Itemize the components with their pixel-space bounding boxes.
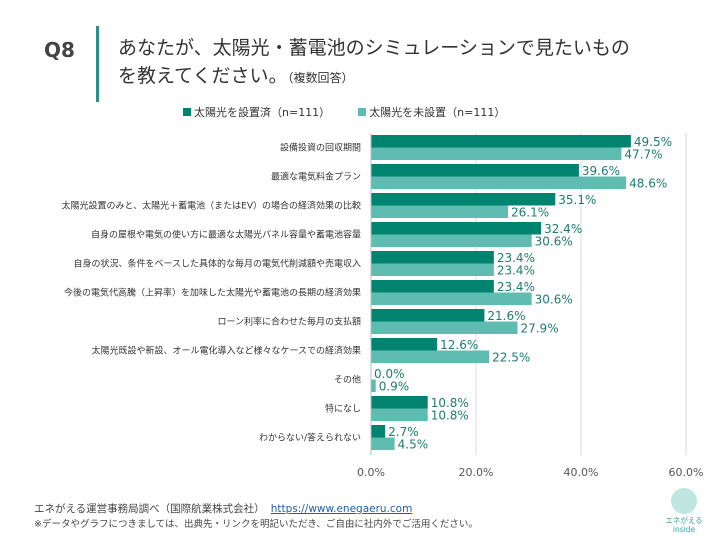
x-tick-label: 40.0% [564,466,599,479]
title-divider [96,26,99,102]
bar-installed [371,222,542,235]
data-label: 21.6% [487,309,525,323]
legend-item-not-installed: 太陽光を未設置（n=111） [358,104,505,120]
question-number: Q8 [44,38,75,62]
source-link[interactable]: https://www.enegaeru.com [270,503,413,515]
x-tick-label: 60.0% [669,466,704,479]
bar-installed [371,135,631,148]
data-label: 23.4% [497,264,535,278]
bar-installed [371,164,579,177]
bar-not-installed [371,379,376,392]
category-label: 特になし [325,403,361,415]
data-label: 48.6% [629,177,667,191]
x-tick-label: 0.0% [357,466,385,479]
bar-not-installed [371,350,490,363]
bar-installed [371,309,485,322]
bar-not-installed [371,292,532,305]
x-tick-label: 20.0% [459,466,494,479]
bar-not-installed [371,234,532,247]
data-label: 49.5% [634,135,672,149]
data-label: 23.4% [497,251,535,265]
data-label: 0.9% [379,380,410,394]
data-label: 47.7% [624,148,662,162]
category-label: 太陽光設置のみと、太陽光＋蓄電池（またはEV）の場合の経済効果の比較 [62,200,362,212]
legend-swatch-installed [183,108,191,116]
category-label: 自身の屋根や電気の使い方に最適な太陽光パネル容量や蓄電池容量 [91,229,361,241]
enegaeru-logo: エネがえる inside [664,488,704,534]
category-label: 設備投資の回収期間 [280,142,361,154]
title-line2: を教えてください。 [118,65,288,87]
legend-item-installed: 太陽光を設置済（n=111） [183,104,330,120]
category-label: 自身の状況、条件をベースした具体的な毎月の電気代削減額や売電収入 [73,258,361,270]
source-text: エネがえる運営事務局調べ（国際航業株式会社） [34,503,265,515]
page-title: あなたが、太陽光・蓄電池のシミュレーションで見たいもの を教えてください。（複数… [118,34,698,92]
category-label: ローン利率に合わせた毎月の支払額 [217,316,361,328]
data-label: 30.6% [535,235,573,249]
bar-not-installed [371,408,428,421]
title-note: （複数回答） [287,71,354,85]
data-label: 27.9% [520,322,558,336]
bar-not-installed [371,263,494,276]
data-label: 22.5% [492,351,530,365]
bar-installed [371,425,386,438]
data-label: 0.0% [374,367,405,381]
data-label: 2.7% [388,425,419,439]
bar-not-installed [371,147,622,160]
legend-swatch-not-installed [358,108,367,116]
logo-mascot-icon [671,488,697,514]
bar-installed [371,396,428,409]
category-label: わからない/答えられない [259,432,361,444]
data-label: 26.1% [511,206,549,220]
data-label: 10.8% [431,396,469,410]
footer: エネがえる運営事務局調べ（国際航業株式会社） https://www.enegae… [34,502,478,532]
data-label: 12.6% [440,338,478,352]
data-label: 35.1% [558,193,596,207]
bar-installed [371,193,556,206]
data-label: 23.4% [497,280,535,294]
bar-not-installed [371,205,509,218]
usage-note: ※データやグラフにつきましては、出典先・リンクを明記いただき、ご自由に社内外でご… [34,519,478,530]
bar-not-installed [371,176,627,189]
bar-installed [371,338,438,351]
data-label: 10.8% [431,409,469,423]
data-label: 30.6% [535,293,573,307]
bar-not-installed [371,321,518,334]
bar-chart: 0.0% 20.0% 40.0% 60.0% 設備投資の回収期間 49.5%47.7% 最適… [62,133,704,479]
bar-installed [371,280,494,293]
title-line1: あなたが、太陽光・蓄電池のシミュレーションで見たいもの [118,37,630,59]
data-label: 4.5% [398,438,429,452]
category-label: 最適な電気料金プラン [271,171,361,183]
category-label: 太陽光既設や新設、オール電化導入など様々なケースでの経済効果 [91,345,361,357]
bar-not-installed [371,437,395,450]
data-label: 39.6% [582,164,620,178]
chart-legend: 太陽光を設置済（n=111） 太陽光を未設置（n=111） [183,104,505,120]
bar-installed [371,251,494,264]
data-label: 32.4% [544,222,582,236]
category-label: 今後の電気代高騰（上昇率）を加味した太陽光や蓄電池の長期の経済効果 [64,287,361,299]
category-label: その他 [334,374,361,386]
